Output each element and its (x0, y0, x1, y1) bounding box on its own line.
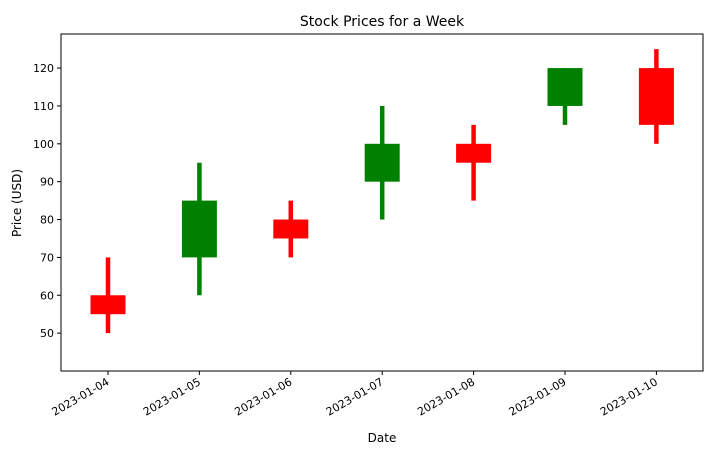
candle-2023-01-05 (181, 162, 217, 296)
x-tick-label: 2023-01-05 (141, 375, 203, 418)
candle-body (181, 200, 217, 258)
y-tick-label: 70 (40, 251, 54, 264)
candle-2023-01-04 (90, 257, 126, 334)
y-axis-label: Price (USD) (10, 169, 24, 237)
x-tick-label: 2023-01-09 (507, 375, 569, 418)
y-tick-label: 110 (33, 100, 54, 113)
candle-2023-01-06 (273, 200, 309, 258)
candle-body (456, 143, 492, 163)
x-tick-label: 2023-01-07 (324, 375, 386, 418)
y-tick-label: 120 (33, 62, 54, 75)
x-tick-label: 2023-01-06 (232, 375, 294, 418)
candle-body (273, 219, 309, 239)
x-tick-label: 2023-01-04 (50, 375, 112, 418)
candle-2023-01-10 (638, 49, 674, 144)
x-axis-label: Date (368, 431, 397, 445)
candle-2023-01-08 (456, 124, 492, 201)
x-tick-label: 2023-01-08 (415, 375, 477, 418)
plot-frame (60, 33, 704, 372)
x-axis: 2023-01-04 2023-01-05 2023-01-06 2023-01-07… (50, 371, 660, 419)
y-tick-label: 60 (40, 289, 54, 302)
candle-body (547, 68, 583, 106)
candle-2023-01-09 (547, 68, 583, 125)
y-tick-label: 100 (33, 138, 54, 151)
x-tick-label: 2023-01-10 (598, 375, 660, 418)
y-axis: 50 60 70 80 90 100 110 120 (33, 62, 61, 340)
candle-body (638, 68, 674, 125)
candle-2023-01-07 (364, 105, 400, 220)
chart-title: Stock Prices for a Week (300, 14, 465, 30)
y-tick-label: 90 (40, 176, 54, 189)
candles-group (90, 49, 674, 334)
y-tick-label: 80 (40, 214, 54, 227)
y-tick-label: 50 (40, 327, 54, 340)
candle-body (90, 295, 126, 315)
candle-body (364, 143, 400, 182)
